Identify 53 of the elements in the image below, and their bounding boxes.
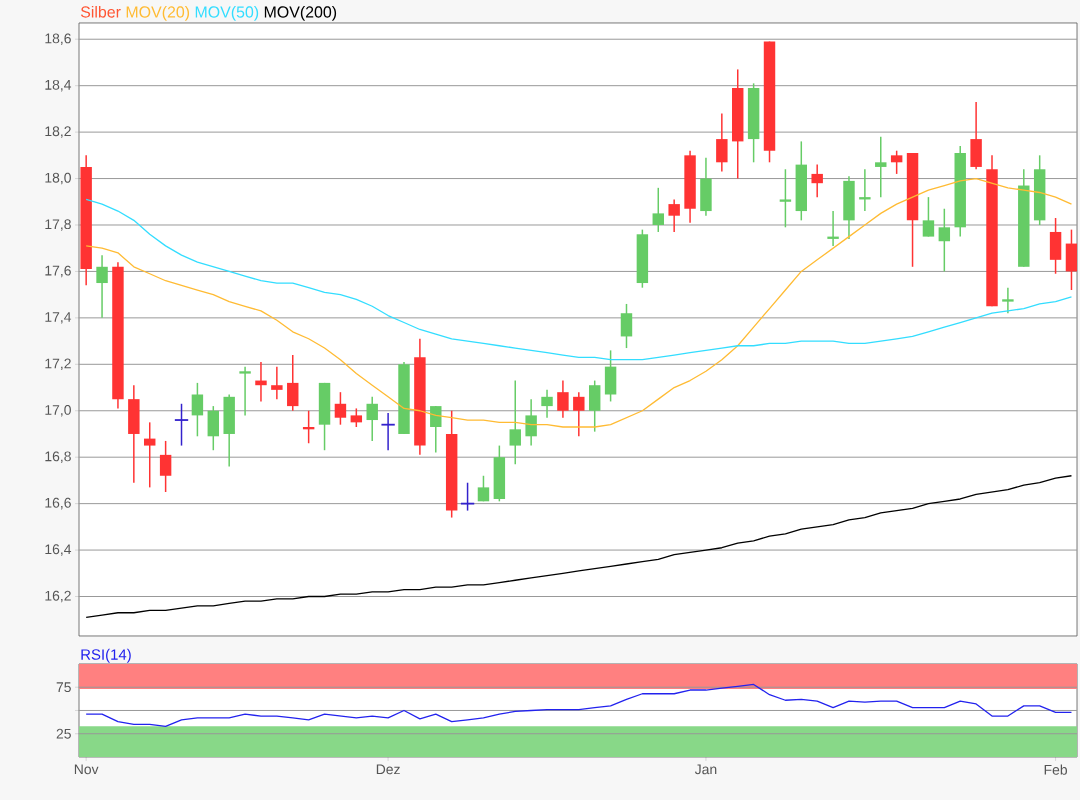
candlestick bbox=[1002, 286, 1014, 314]
candlestick bbox=[525, 398, 537, 447]
y-tick-label: 17,2 bbox=[45, 358, 71, 371]
x-tick-label: Feb bbox=[1044, 764, 1068, 775]
candlestick bbox=[287, 354, 299, 412]
candlestick bbox=[430, 405, 442, 454]
candlestick bbox=[811, 163, 823, 198]
candlestick bbox=[239, 365, 251, 417]
y-tick-label: 16,4 bbox=[45, 544, 72, 556]
y-tick-label: 17,8 bbox=[45, 219, 71, 231]
y-tick-label: 16,8 bbox=[45, 451, 71, 463]
candlestick bbox=[477, 475, 490, 503]
y-tick-label: 18,2 bbox=[45, 126, 71, 138]
candlestick bbox=[191, 382, 204, 438]
text: Silber bbox=[80, 5, 121, 18]
candlestick bbox=[509, 379, 521, 465]
candlestick bbox=[620, 303, 633, 349]
candlestick bbox=[350, 407, 363, 428]
candlestick bbox=[875, 136, 887, 198]
y-tick-label: 75 bbox=[56, 682, 71, 693]
chart-title: RSI(14) bbox=[81, 648, 131, 663]
x-tick-label: Jan bbox=[694, 764, 717, 775]
y-tick-label: 17,4 bbox=[45, 312, 72, 324]
candlestick bbox=[779, 168, 792, 229]
text: MOV(20) bbox=[126, 5, 190, 21]
candlestick bbox=[255, 361, 267, 403]
x-tick-label: Dez bbox=[376, 764, 400, 775]
candlestick bbox=[557, 379, 569, 419]
candlestick bbox=[271, 365, 283, 400]
candlestick bbox=[922, 196, 935, 238]
candlestick bbox=[938, 207, 951, 273]
y-tick-label: 18,6 bbox=[45, 33, 71, 45]
y-tick-label: 25 bbox=[56, 728, 71, 739]
candlestick bbox=[541, 389, 553, 419]
candlestick bbox=[334, 391, 347, 426]
candlestick bbox=[96, 254, 108, 319]
candlestick bbox=[144, 421, 156, 489]
text: MOV(200) bbox=[264, 5, 337, 21]
candlestick bbox=[668, 198, 680, 233]
y-tick-label: 18,4 bbox=[45, 79, 72, 92]
candlestick bbox=[652, 187, 664, 233]
y-tick-label: 17,0 bbox=[45, 404, 71, 417]
y-tick-label: 17,6 bbox=[45, 265, 71, 278]
y-tick-label: 18,0 bbox=[45, 172, 71, 185]
candlestick bbox=[716, 112, 728, 173]
candlestick bbox=[366, 396, 378, 442]
y-tick-label: 16,2 bbox=[45, 590, 71, 603]
x-tick-label: Nov bbox=[74, 764, 99, 775]
y-tick-label: 16,6 bbox=[45, 497, 71, 510]
candlestick bbox=[890, 149, 903, 175]
candlestick bbox=[159, 440, 172, 493]
candlestick bbox=[573, 391, 585, 438]
text: MOV(50) bbox=[195, 5, 259, 21]
